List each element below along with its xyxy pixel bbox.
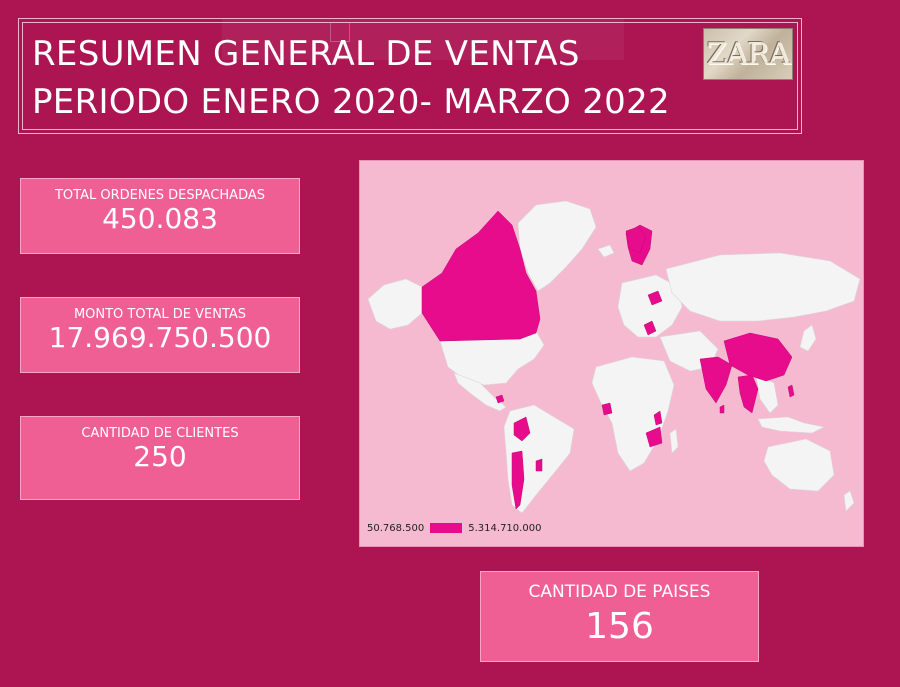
canada-shape [421,210,541,342]
page-title: RESUMEN GENERAL DE VENTAS [32,34,580,74]
indonesia-shape [757,416,825,434]
kpi-clients-value: 250 [133,440,187,473]
southeast-asia-shape [755,374,779,414]
kpi-countries-value: 156 [585,606,654,647]
title-frame [18,18,802,134]
kpi-orders-label: TOTAL ORDENES DESPACHADAS [54,188,265,203]
svalbard-shape [625,226,647,254]
world-map-svg [367,200,861,514]
japan-shape [799,324,817,352]
kpi-card-orders[interactable]: TOTAL ORDENES DESPACHADAS 450.083 [20,178,300,254]
ukraine-shape [647,290,663,306]
kpi-card-sales[interactable]: MONTO TOTAL DE VENTAS 17.969.750.500 [20,297,300,373]
kpi-sales-label: MONTO TOTAL DE VENTAS [73,307,247,322]
map-highlighted-countries [421,210,795,510]
east-africa-shape [653,410,663,426]
chile-argentina-shape [511,450,525,510]
madagascar-shape [669,428,679,454]
alaska-shape [367,278,423,330]
indochina-shape [737,374,759,414]
kpi-card-clients[interactable]: CANTIDAD DE CLIENTES 250 [20,416,300,500]
map-legend: 50.768.500 5.314.710.000 [367,521,541,535]
russia-shape [665,252,861,322]
legend-max: 5.314.710.000 [468,522,542,534]
kpi-orders-value: 450.083 [102,202,218,235]
australia-shape [763,438,835,492]
kpi-card-countries[interactable]: CANTIDAD DE PAISES 156 [480,571,759,662]
kpi-sales-value: 17.969.750.500 [48,321,272,354]
bolivia-shape [513,416,531,442]
iceland-shape [597,244,615,258]
legend-min: 50.768.500 [367,522,425,534]
caucasus-shape [643,320,657,336]
faded-toolbar [222,18,624,60]
caribbean-shape [495,394,505,404]
new-zealand-shape [843,490,855,512]
legend-color-bar [430,523,463,533]
mexico-shape [453,372,507,412]
sri-lanka-shape [719,404,725,414]
india-shape [699,356,733,404]
logo-text: ZARA [706,36,791,72]
china-shape [723,332,793,382]
philippines-shape [787,384,795,398]
kpi-countries-label: CANTIDAD DE PAISES [528,582,711,602]
europe-shape [617,274,683,338]
brazil-patch-shape [535,458,543,472]
zambia-shape [645,426,663,448]
zara-logo: ZARA [703,28,793,80]
greenland-shape [517,200,597,292]
world-sales-map[interactable]: 50.768.500 5.314.710.000 [359,160,864,547]
page-subtitle: PERIODO ENERO 2020- MARZO 2022 [32,82,670,122]
west-africa-shape [601,402,613,416]
kpi-clients-label: CANTIDAD DE CLIENTES [81,426,239,441]
